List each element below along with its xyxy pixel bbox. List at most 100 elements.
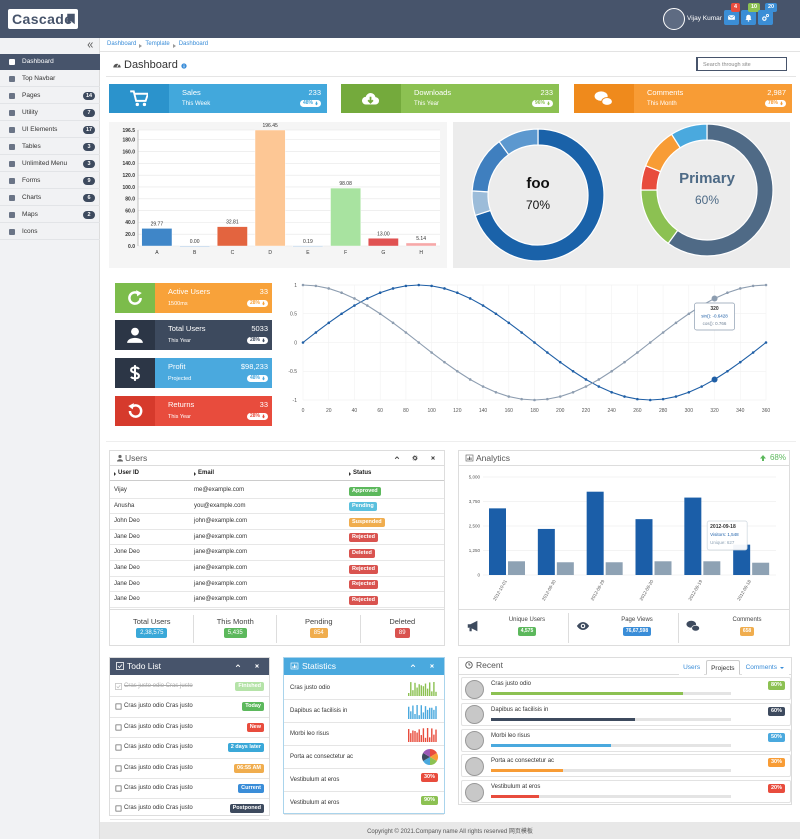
todo-item[interactable]: Cras justo odio Cras justo Postponed xyxy=(110,799,269,820)
status-label: Rejected xyxy=(349,533,378,543)
recent-text: Cras justo odio xyxy=(491,681,532,687)
recent-value: 20% xyxy=(767,784,785,794)
sidebar-item[interactable]: Unlimited Menu 3 xyxy=(0,156,100,172)
sidebar-item[interactable]: Charts 6 xyxy=(0,190,100,206)
todo-checkbox xyxy=(115,683,122,690)
statistics-item: Morbi leo risus xyxy=(284,723,444,746)
y-tick-label: 120.0 xyxy=(122,173,135,179)
icon-part xyxy=(728,15,735,20)
sparkline-bar xyxy=(435,729,437,742)
panel-control xyxy=(235,664,241,668)
sparkline-bar xyxy=(435,706,437,719)
stat-subtitle: This Year xyxy=(414,101,440,107)
recent-item: Vestibulum at eros 20% xyxy=(461,780,791,804)
x-tick-label: 260 xyxy=(633,408,642,414)
icon-part xyxy=(762,16,767,21)
x-tick-label: C xyxy=(231,250,235,256)
sidebar-item[interactable]: Maps 2 xyxy=(0,207,100,223)
breadcrumb-item[interactable]: Dashboard xyxy=(107,41,137,47)
icon-part xyxy=(115,724,122,731)
panel-control xyxy=(412,455,418,461)
line-point xyxy=(597,378,601,381)
table-row xyxy=(110,592,444,608)
icon xyxy=(727,15,736,20)
todo-item[interactable]: Cras justo odio Cras justo New xyxy=(110,718,269,739)
bar xyxy=(141,228,173,247)
sidebar-item[interactable]: UI Elements 17 xyxy=(0,122,100,138)
y-tick-label: 60.0 xyxy=(125,208,135,214)
status-label: Rejected xyxy=(349,580,378,590)
bar-value-label: 196.45 xyxy=(262,123,278,129)
cell-email: you@example.com xyxy=(194,502,246,509)
sidebar-item[interactable]: Dashboard xyxy=(0,54,100,70)
todo-item[interactable]: Cras justo odio Cras justo Today xyxy=(110,697,269,718)
todo-item[interactable]: Cras justo odio Cras justo 2 days later xyxy=(110,738,269,759)
sort-caret xyxy=(349,471,351,476)
donut-label: foo xyxy=(526,175,549,192)
icon-part xyxy=(115,683,122,690)
line-point xyxy=(584,378,588,381)
header-button[interactable] xyxy=(741,10,756,25)
sidebar-item[interactable]: Tables 3 xyxy=(0,139,100,155)
todo-item[interactable]: Cras justo odio Cras justo Finished xyxy=(110,677,269,698)
icon-part xyxy=(115,703,122,710)
line-point xyxy=(726,369,729,373)
analytics-footer-value: 4,575 xyxy=(517,627,537,636)
icon-part xyxy=(135,102,139,107)
summary-value: 5,435 xyxy=(223,628,247,638)
user-name[interactable]: Vijay Kumar xyxy=(687,15,722,22)
icon-part xyxy=(261,301,266,306)
breadcrumb-item[interactable]: Template xyxy=(145,41,170,47)
statistics-panel: Statistics Cras justo odio Dapibus ac faci… xyxy=(283,657,445,815)
line-point xyxy=(456,291,459,295)
avatar[interactable] xyxy=(663,8,685,30)
tab[interactable]: Comments xyxy=(741,660,789,675)
icon xyxy=(116,662,124,670)
recent-text: Dapibus ac facilisis in xyxy=(491,706,549,713)
x-tick-label: 60 xyxy=(377,408,383,414)
bar-value-label: 98.08 xyxy=(339,181,352,187)
sparkline-bar xyxy=(420,735,422,742)
progress-bar xyxy=(491,795,539,799)
search-box[interactable]: Search through site xyxy=(696,57,787,71)
breadcrumb-item[interactable]: Dashboard xyxy=(178,41,209,47)
header-button[interactable] xyxy=(724,10,739,25)
bar-value-label: 5.14 xyxy=(416,236,426,242)
todo-item[interactable]: Cras justo odio Cras justo Current xyxy=(110,779,269,800)
todo-item[interactable]: Cras justo odio Cras justo 06:55 AM xyxy=(110,759,269,779)
icon xyxy=(261,414,266,419)
sidebar-item[interactable]: Pages 14 xyxy=(0,88,100,104)
icon-part xyxy=(115,744,122,751)
sidebar-item[interactable]: Forms 9 xyxy=(0,173,100,189)
cell-email: jane@example.com xyxy=(194,533,248,540)
line-point xyxy=(353,297,356,300)
line-point xyxy=(764,283,768,287)
line-point xyxy=(636,397,639,401)
icon-part xyxy=(255,664,259,668)
statistics-item: Cras justo odio xyxy=(284,677,444,700)
x-tick-label: H xyxy=(419,250,423,256)
panel-title: Statistics xyxy=(302,661,337,671)
icon xyxy=(261,376,266,381)
x-tick-label: 2012-09-29 xyxy=(590,579,606,602)
sidebar-item[interactable]: Utility 7 xyxy=(0,105,100,121)
recent-text: Porta ac consectetur ac xyxy=(491,758,555,765)
progress-bar xyxy=(491,692,683,695)
icon-part xyxy=(394,456,400,460)
sparkline-bar xyxy=(408,706,410,719)
line-point xyxy=(327,287,331,290)
sidebar-item[interactable]: Top Navbar xyxy=(0,71,100,87)
line-point xyxy=(711,376,718,383)
tab[interactable]: Projects xyxy=(706,660,740,675)
mini-pie-slice xyxy=(423,757,430,765)
line-point xyxy=(571,390,575,394)
sidebar-label: Maps xyxy=(22,211,38,218)
header-button[interactable] xyxy=(758,10,773,25)
progress-track xyxy=(491,743,731,747)
sidebar-item[interactable]: Icons xyxy=(0,224,100,240)
mini-pie-slice xyxy=(430,753,438,761)
recent-avatar xyxy=(465,782,484,802)
tab[interactable]: Users xyxy=(679,660,705,675)
cell-email: john@example.com xyxy=(194,518,248,525)
sidebar-badge: 2 xyxy=(83,211,95,219)
